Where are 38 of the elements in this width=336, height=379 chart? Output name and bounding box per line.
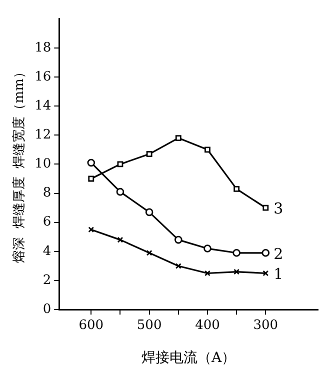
x-tick-label: 300	[253, 318, 278, 333]
point	[87, 158, 96, 167]
point	[262, 204, 269, 211]
y-axis-title: 熔深 焊缝厚度 焊缝宽度（mm）	[11, 66, 28, 263]
y-tick-label: 16	[34, 69, 52, 84]
point	[117, 236, 124, 243]
x-axis-title: 焊接电流（A）	[142, 350, 236, 366]
point	[204, 146, 210, 153]
point	[146, 151, 152, 157]
y-tick-label: 14	[34, 98, 52, 114]
y-tick-label: 2	[42, 272, 52, 288]
point	[232, 248, 240, 257]
point	[204, 244, 212, 252]
point	[174, 236, 182, 244]
x-tick-label: 400	[195, 318, 220, 333]
y-tick-label: 0	[42, 302, 52, 317]
point	[117, 161, 124, 168]
point	[88, 176, 94, 182]
point	[204, 270, 210, 276]
point	[175, 263, 182, 269]
x-tick-label: 500	[136, 318, 162, 333]
y-tick-label: 6	[42, 214, 52, 230]
y-tick-label: 10	[34, 156, 52, 172]
point	[116, 188, 124, 196]
series-label: 1	[274, 265, 284, 284]
y-tick-label: 18	[34, 40, 52, 56]
point	[234, 268, 240, 275]
point	[146, 250, 152, 256]
point	[262, 248, 270, 257]
point	[145, 208, 154, 216]
y-tick-label: 8	[42, 186, 52, 201]
series-label: 2	[274, 244, 284, 263]
series-label: 3	[274, 200, 284, 218]
point	[234, 186, 240, 192]
x-tick-label: 600	[78, 318, 104, 333]
point	[175, 135, 182, 141]
y-tick-label: 12	[34, 127, 52, 142]
y-tick-label: 4	[42, 244, 52, 259]
